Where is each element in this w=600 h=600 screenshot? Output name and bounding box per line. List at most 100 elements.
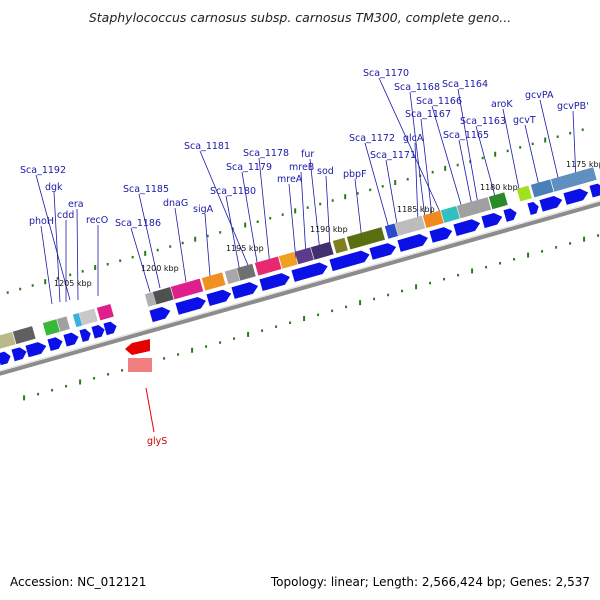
gene-label-gcvpb[interactable]: gcvPB' — [557, 101, 589, 112]
cog-bar[interactable] — [144, 292, 157, 307]
gene-arrow[interactable] — [481, 211, 504, 229]
cog-bar[interactable] — [152, 287, 174, 305]
gene-arrow[interactable] — [397, 232, 429, 252]
glys-feature-arrow[interactable] — [125, 339, 150, 355]
gene-label-gcvpa[interactable]: gcvPA — [525, 90, 554, 101]
tick-mark — [56, 277, 59, 280]
gene-label-mreb[interactable]: mreB — [289, 162, 314, 173]
gene-arrow[interactable] — [231, 280, 259, 299]
gene-arrow[interactable] — [149, 305, 172, 323]
rna-feature[interactable] — [125, 339, 155, 433]
gene-label-sca-1166[interactable]: Sca_1166 — [416, 96, 462, 107]
cog-bar[interactable] — [346, 227, 386, 250]
cog-bar[interactable] — [236, 263, 256, 281]
gene-label-glys[interactable]: glyS — [147, 436, 167, 447]
cog-bar[interactable] — [56, 316, 70, 332]
gene-label-dgk[interactable]: dgk — [45, 182, 63, 193]
gene-arrow[interactable] — [91, 324, 106, 339]
gene-arrow[interactable] — [429, 225, 453, 243]
gene-label-fur[interactable]: fur — [301, 149, 314, 160]
gene-arrow[interactable] — [503, 207, 518, 222]
gene-arrow[interactable] — [453, 217, 481, 237]
cog-bar[interactable] — [440, 206, 460, 223]
gene-arrow[interactable] — [563, 187, 589, 205]
gene-arrow[interactable] — [539, 194, 563, 212]
gene-label-sca-1170[interactable]: Sca_1170 — [363, 68, 409, 79]
gene-label-sca-1172[interactable]: Sca_1172 — [349, 133, 395, 144]
tick-mark — [163, 357, 166, 360]
gene-label-siga[interactable]: sigA — [193, 204, 214, 215]
gene-label-sca-1163[interactable]: Sca_1163 — [460, 116, 506, 127]
gene-arrow[interactable] — [103, 320, 118, 336]
gene-arrow[interactable] — [527, 201, 540, 216]
cog-bar[interactable] — [456, 197, 492, 219]
gene-arrow[interactable] — [259, 271, 291, 291]
gene-label-glca[interactable]: glcA — [403, 133, 424, 144]
gene-label-mrea[interactable]: mreA — [277, 174, 303, 185]
cog-bar[interactable] — [170, 278, 204, 300]
gene-arrow[interactable] — [369, 241, 397, 260]
gene-arrow[interactable] — [47, 336, 64, 352]
glys-feature-box[interactable] — [128, 358, 152, 372]
gene-label-sca-1179[interactable]: Sca_1179 — [226, 162, 272, 173]
gene-label-sod[interactable]: sod — [317, 166, 334, 177]
gene-label-gcvt[interactable]: gcvT — [513, 115, 536, 126]
cog-bar[interactable] — [530, 179, 554, 198]
gene-label-cdd[interactable]: cdd — [57, 210, 74, 221]
gene-label-reco[interactable]: recO — [86, 215, 108, 226]
gene-arrow[interactable] — [79, 328, 92, 342]
cog-bar[interactable] — [332, 237, 348, 254]
gene-arrow[interactable] — [0, 350, 12, 366]
tick-mark — [206, 234, 209, 238]
gene-label-sca-1164[interactable]: Sca_1164 — [442, 79, 488, 90]
gene-label-sca-1171[interactable]: Sca_1171 — [370, 150, 416, 161]
gene-arrow[interactable] — [291, 261, 329, 282]
cog-bar[interactable] — [96, 304, 114, 321]
cog-bar[interactable] — [78, 308, 98, 326]
gene-label-sca-1165[interactable]: Sca_1165 — [443, 130, 489, 141]
cog-bar[interactable] — [310, 241, 334, 260]
forward-gene-arrows[interactable] — [0, 182, 600, 366]
cog-bar[interactable] — [394, 215, 426, 236]
tick-mark — [317, 313, 320, 317]
cog-bar[interactable] — [12, 326, 36, 345]
cog-bar[interactable] — [550, 167, 597, 192]
gene-label-arok[interactable]: aroK — [491, 99, 513, 110]
gene-arrow[interactable] — [11, 346, 28, 362]
cog-bar[interactable] — [42, 319, 60, 336]
gene-label-sca-1185[interactable]: Sca_1185 — [123, 184, 169, 195]
gene-arrow[interactable] — [25, 340, 48, 358]
cog-bar[interactable] — [384, 223, 398, 239]
cog-bar[interactable] — [294, 247, 314, 265]
cog-bar[interactable] — [488, 192, 508, 210]
cog-bar[interactable] — [72, 312, 83, 328]
gene-arrow[interactable] — [206, 288, 232, 306]
gene-label-sca-1178[interactable]: Sca_1178 — [243, 148, 289, 159]
gene-label-sca-1192[interactable]: Sca_1192 — [20, 165, 66, 176]
gene-label-sca-1180[interactable]: Sca_1180 — [210, 186, 256, 197]
gene-label-pbpf[interactable]: pbpF — [343, 169, 367, 180]
gene-label-sca-1167[interactable]: Sca_1167 — [405, 109, 451, 120]
gene-label-phoh[interactable]: phoH — [29, 216, 54, 227]
gene-arrow[interactable] — [329, 249, 371, 272]
label-pointer — [458, 139, 473, 207]
gene-label-dnag[interactable]: dnaG — [163, 198, 188, 209]
gene-label-sca-1168[interactable]: Sca_1168 — [394, 82, 440, 93]
gene-label-era[interactable]: era — [68, 199, 84, 210]
tick-mark — [156, 248, 159, 252]
tick-mark — [244, 222, 247, 228]
cog-bar[interactable] — [224, 268, 240, 285]
gene-arrow[interactable] — [63, 331, 80, 347]
gene-arrow[interactable] — [589, 182, 600, 198]
gene-label-sca-1181[interactable]: Sca_1181 — [184, 141, 230, 152]
gene-arrow[interactable] — [175, 295, 207, 315]
cog-bar[interactable] — [278, 251, 298, 269]
cog-bar[interactable] — [201, 272, 226, 291]
cog-bar[interactable] — [422, 210, 444, 228]
cog-bar[interactable] — [516, 185, 532, 202]
gene-label-sca-1186[interactable]: Sca_1186 — [115, 218, 161, 229]
cog-bar[interactable] — [0, 331, 16, 350]
cog-bar[interactable] — [254, 256, 282, 276]
